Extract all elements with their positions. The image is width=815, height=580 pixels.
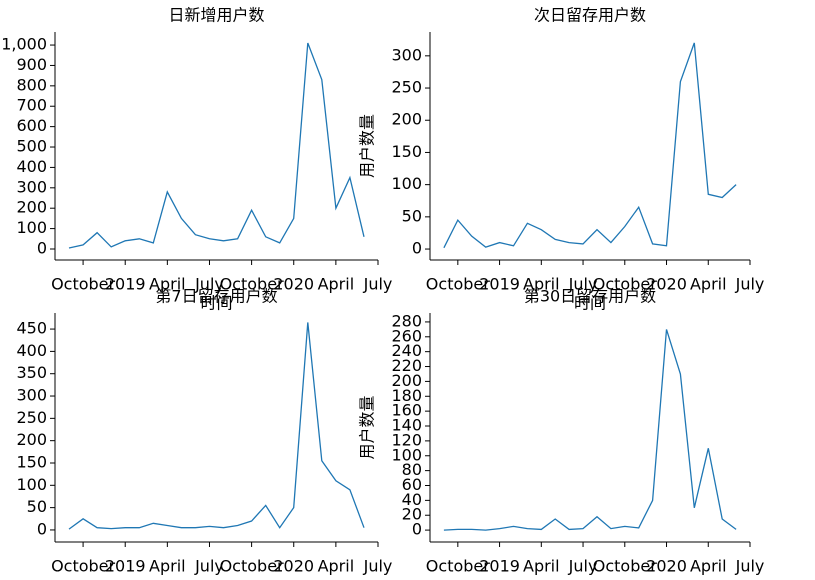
- y-axis-label: 用户数量: [358, 114, 377, 178]
- y-tick-label: 700: [16, 96, 47, 115]
- y-tick-label: 1,000: [1, 35, 47, 54]
- y-tick-label: 220: [391, 356, 422, 375]
- x-tick-label: April: [318, 557, 355, 576]
- x-tick-label: October: [220, 275, 284, 294]
- y-axis-label: 用户数量: [358, 395, 377, 459]
- x-tick-label: October: [51, 275, 115, 294]
- x-tick-label: July: [194, 275, 224, 294]
- y-tick-label: 350: [16, 363, 47, 382]
- x-tick-label: 2020: [646, 557, 687, 576]
- y-tick-label: 0: [412, 520, 422, 539]
- data-line: [68, 322, 365, 530]
- y-tick-label: 40: [402, 490, 422, 509]
- y-tick-label: 800: [16, 75, 47, 94]
- y-tick-label: 240: [391, 341, 422, 360]
- x-tick-label: July: [194, 557, 224, 576]
- x-tick-label: April: [690, 275, 727, 294]
- y-tick-label: 0: [412, 239, 422, 258]
- y-tick-label: 0: [37, 519, 47, 538]
- y-tick-label: 450: [16, 319, 47, 338]
- x-tick-label: April: [690, 557, 727, 576]
- y-tick-label: 180: [391, 386, 422, 405]
- y-tick-label: 250: [391, 78, 422, 97]
- y-tick-label: 160: [391, 401, 422, 420]
- x-axis-label: 时间: [574, 294, 606, 313]
- y-tick-label: 300: [391, 45, 422, 64]
- x-tick-label: 2019: [105, 275, 146, 294]
- x-tick-label: July: [735, 275, 765, 294]
- y-tick-label: 100: [16, 475, 47, 494]
- y-tick-label: 150: [391, 142, 422, 161]
- x-tick-label: April: [149, 275, 186, 294]
- y-tick-label: 250: [16, 408, 47, 427]
- x-axis-label: 时间: [200, 294, 232, 313]
- y-tick-label: 900: [16, 55, 47, 74]
- x-tick-label: July: [568, 275, 598, 294]
- x-tick-label: 2019: [479, 275, 520, 294]
- y-tick-label: 200: [391, 110, 422, 129]
- x-tick-label: 2020: [273, 275, 314, 294]
- chart-title: 第30日留存用户数: [524, 287, 656, 306]
- y-tick-label: 100: [16, 218, 47, 237]
- data-line: [443, 329, 737, 531]
- y-tick-label: 50: [27, 497, 47, 516]
- data-line: [68, 42, 365, 249]
- x-tick-label: July: [735, 557, 765, 576]
- y-tick-label: 50: [402, 206, 422, 225]
- y-tick-label: 140: [391, 416, 422, 435]
- x-tick-label: 2019: [105, 557, 146, 576]
- y-tick-label: 80: [402, 460, 422, 479]
- x-tick-label: April: [318, 275, 355, 294]
- x-tick-label: April: [523, 557, 560, 576]
- y-tick-label: 260: [391, 326, 422, 345]
- y-tick-label: 400: [16, 341, 47, 360]
- y-tick-label: 280: [391, 311, 422, 330]
- x-tick-label: October: [220, 557, 284, 576]
- y-tick-label: 120: [391, 430, 422, 449]
- x-tick-label: 2020: [273, 557, 314, 576]
- y-tick-label: 60: [402, 475, 422, 494]
- x-tick-label: October: [426, 557, 490, 576]
- x-tick-label: October: [593, 557, 657, 576]
- x-tick-label: July: [363, 275, 393, 294]
- x-tick-label: October: [426, 275, 490, 294]
- chart-title: 次日留存用户数: [534, 6, 646, 25]
- x-tick-label: April: [149, 557, 186, 576]
- x-tick-label: July: [363, 557, 393, 576]
- x-tick-label: 2020: [646, 275, 687, 294]
- chart-title: 日新增用户数: [168, 6, 264, 25]
- y-tick-label: 400: [16, 157, 47, 176]
- x-tick-label: October: [51, 557, 115, 576]
- y-tick-label: 200: [391, 371, 422, 390]
- x-tick-label: July: [568, 557, 598, 576]
- y-tick-label: 0: [37, 238, 47, 257]
- y-tick-label: 600: [16, 116, 47, 135]
- y-tick-label: 300: [16, 177, 47, 196]
- y-tick-label: 20: [402, 505, 422, 524]
- data-line: [443, 42, 737, 249]
- y-tick-label: 200: [16, 198, 47, 217]
- y-tick-label: 100: [391, 174, 422, 193]
- y-tick-label: 300: [16, 386, 47, 405]
- y-tick-label: 100: [391, 445, 422, 464]
- y-tick-label: 150: [16, 452, 47, 471]
- chart-title: 第7日留存用户数: [155, 287, 277, 306]
- y-tick-label: 200: [16, 430, 47, 449]
- x-tick-label: April: [523, 275, 560, 294]
- x-tick-label: October: [593, 275, 657, 294]
- y-tick-label: 500: [16, 137, 47, 156]
- x-tick-label: 2019: [479, 557, 520, 576]
